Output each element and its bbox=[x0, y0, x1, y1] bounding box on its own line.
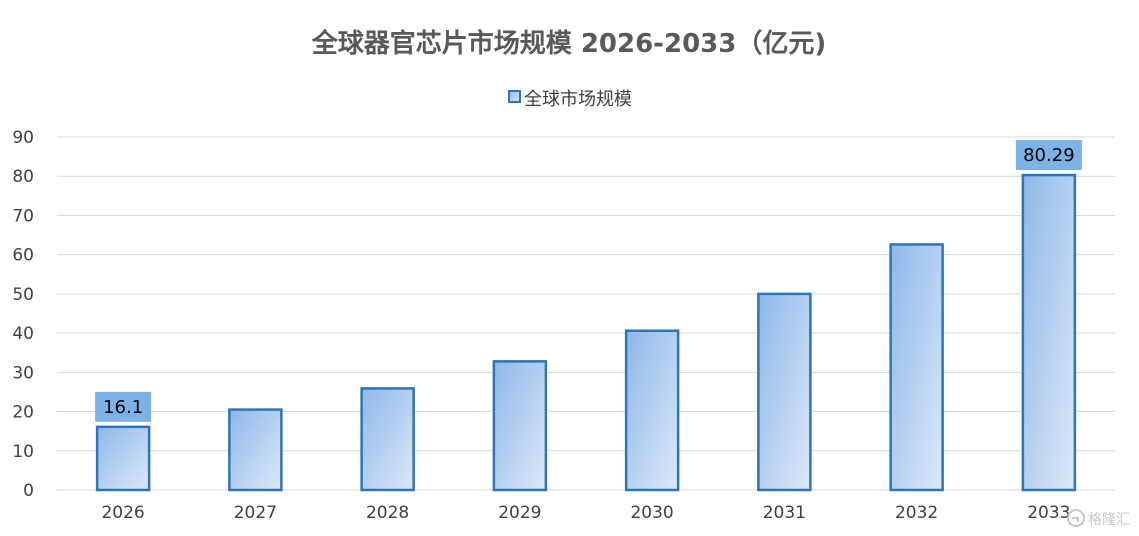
data-labels: 16.1 80.29 bbox=[95, 140, 1082, 422]
watermark-text: 格隆汇 bbox=[1088, 512, 1130, 528]
x-tick-label: 2030 bbox=[630, 503, 673, 523]
legend: 全球市场规模 bbox=[508, 89, 632, 110]
x-tick-label: 2033 bbox=[1027, 503, 1070, 523]
y-tick-label: 90 bbox=[12, 128, 34, 148]
bar bbox=[757, 292, 812, 492]
bar bbox=[492, 360, 548, 492]
x-tick-label: 2028 bbox=[366, 503, 409, 523]
y-tick-label: 50 bbox=[12, 285, 34, 305]
data-label-box bbox=[95, 391, 152, 422]
y-tick-label: 20 bbox=[12, 403, 34, 423]
x-tick-label: 2031 bbox=[763, 503, 806, 523]
watermark: 格隆汇 bbox=[1067, 509, 1130, 528]
y-tick-label: 70 bbox=[12, 206, 34, 226]
y-tick-label: 30 bbox=[12, 363, 34, 383]
legend-label: 全球市场规模 bbox=[524, 89, 632, 110]
bar bbox=[360, 387, 415, 492]
y-axis: 0 10 20 30 40 50 60 70 80 90 bbox=[12, 128, 34, 501]
bar bbox=[624, 329, 680, 492]
bar bbox=[889, 243, 944, 492]
y-tick-label: 0 bbox=[23, 481, 34, 501]
legend-swatch bbox=[508, 90, 521, 103]
data-label: 16.1 bbox=[103, 397, 143, 418]
x-tick-label: 2026 bbox=[101, 503, 144, 523]
y-tick-label: 60 bbox=[12, 246, 34, 266]
x-tick-label: 2027 bbox=[234, 503, 277, 523]
x-tick-label: 2032 bbox=[895, 503, 938, 523]
y-tick-label: 80 bbox=[12, 167, 34, 187]
data-label: 80.29 bbox=[1023, 145, 1075, 166]
logo-icon bbox=[1067, 509, 1085, 527]
gridlines bbox=[57, 136, 1115, 491]
data-label-box bbox=[1015, 140, 1082, 171]
chart-title: 全球器官芯片市场规模 2026-2033（亿元) bbox=[311, 28, 826, 59]
bars bbox=[95, 173, 1077, 492]
y-tick-label: 40 bbox=[12, 324, 34, 344]
x-axis: 2026 2027 2028 2029 2030 2031 2032 2033 bbox=[101, 503, 1070, 523]
bar bbox=[1021, 173, 1077, 492]
bar bbox=[95, 425, 151, 492]
y-tick-label: 10 bbox=[12, 442, 34, 462]
bar bbox=[228, 408, 283, 492]
x-tick-label: 2029 bbox=[498, 503, 541, 523]
